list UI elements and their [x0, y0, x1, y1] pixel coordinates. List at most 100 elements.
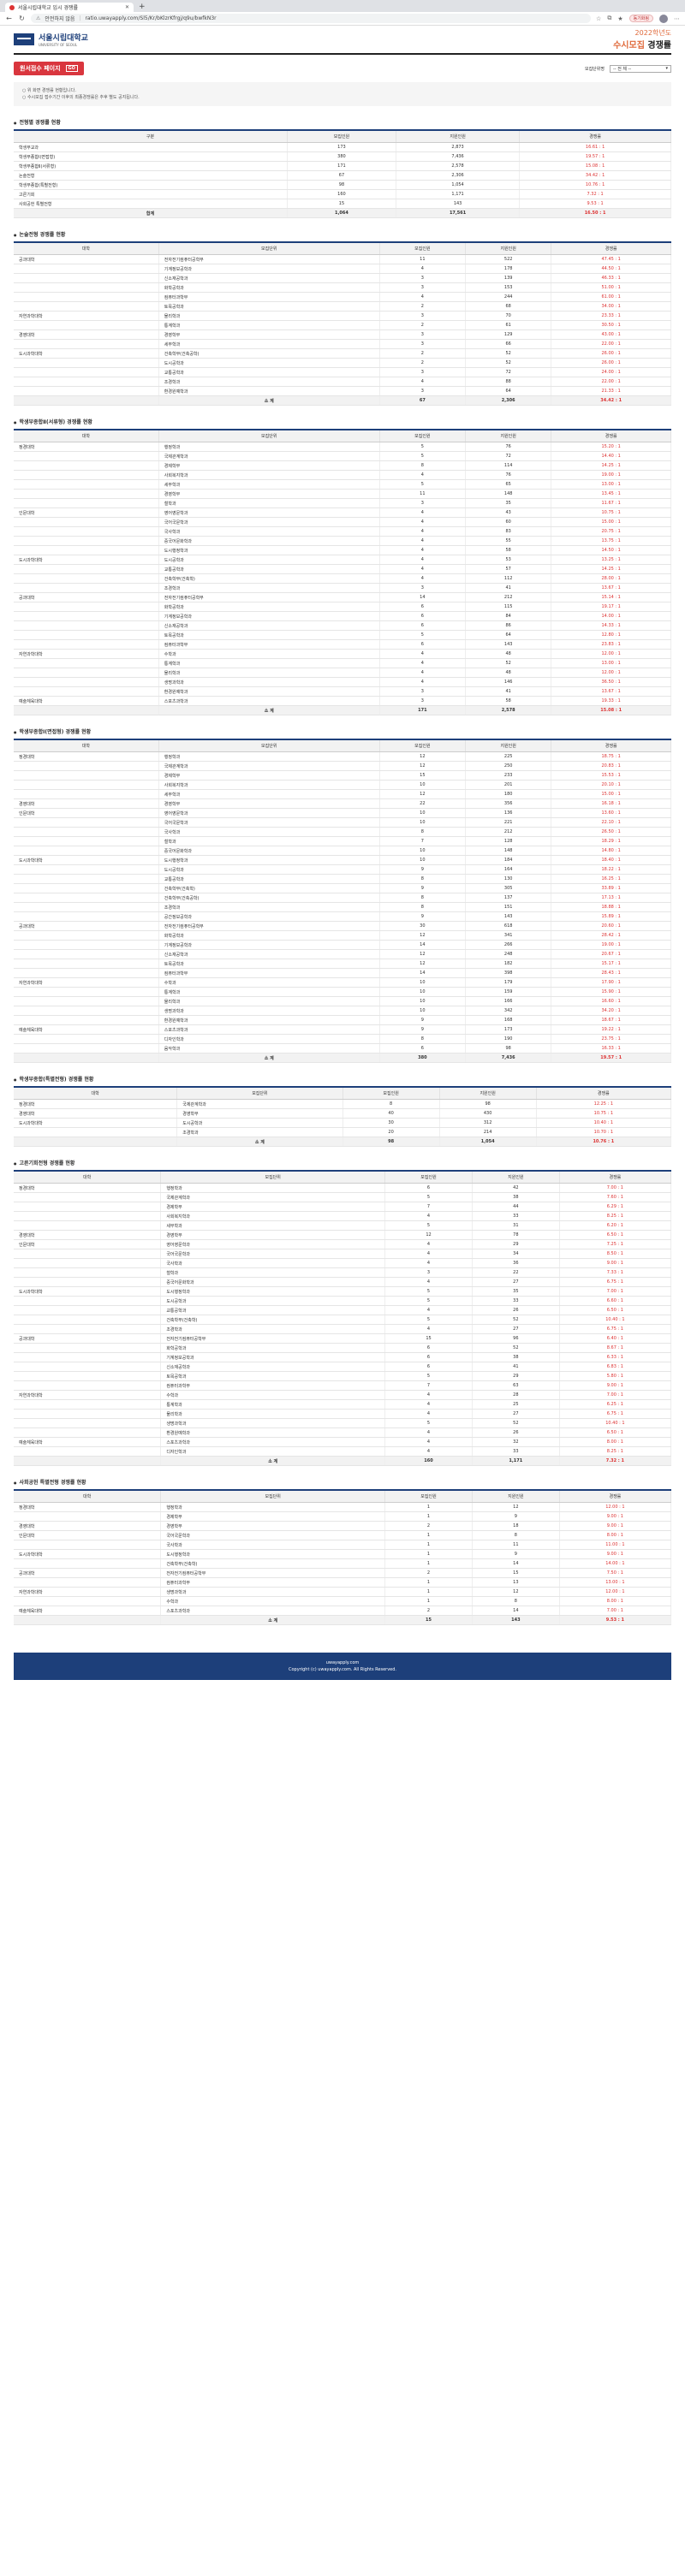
table-cell: 201 [465, 780, 552, 790]
table-cell: 4 [384, 1305, 473, 1315]
table-row: 신소재공학과 3 139 46.33 : 1 [14, 273, 671, 283]
table-cell: 51.00 : 1 [551, 282, 671, 293]
table-cell: 물리학과 [160, 1409, 386, 1419]
close-tab-icon[interactable]: ✕ [124, 4, 129, 10]
sync-pill[interactable]: 동기화됨 [628, 15, 653, 22]
table-cell: 10 [379, 977, 467, 988]
table-cell [14, 545, 159, 555]
table-cell: 129 [465, 329, 552, 340]
header-row: 대학 모집단위 모집인원 지원인원 경쟁률 [14, 430, 671, 442]
table-cell: 중국어문화학과 [158, 846, 380, 856]
unit-select[interactable]: -- 전 체 -- ▾ [610, 64, 671, 73]
table-row: 공과대학 전자전기컴퓨터공학부 11 522 47.45 : 1 [14, 254, 671, 264]
table-cell: 27 [472, 1277, 560, 1287]
table-cell [14, 1192, 162, 1202]
table-cell: 64 [465, 630, 552, 640]
table-row: 고른기회 160 1,171 7.32 : 1 [14, 189, 671, 199]
table-row: 중국어문화학과 4 55 13.75 : 1 [14, 536, 671, 546]
table-cell: 영어영문학과 [158, 808, 380, 818]
table-cell [14, 893, 159, 903]
filter-label: 모집단위명 [584, 66, 605, 72]
new-tab-icon[interactable]: + [139, 3, 146, 11]
table-row: 세무학과 5 31 6.20 : 1 [14, 1220, 672, 1231]
column-header: 모집인원 [384, 1490, 473, 1503]
subtotal-row: 소 계 98 1,054 10.76 : 1 [14, 1137, 672, 1147]
table-cell: 35 [465, 498, 552, 508]
table-cell: 국사학과 [158, 827, 380, 837]
table-cell: 22.10 : 1 [551, 817, 671, 828]
table-cell: 화학공학과 [160, 1343, 386, 1353]
table-cell: 248 [465, 949, 552, 959]
table-cell [14, 874, 159, 884]
table-cell: 4 [379, 668, 467, 678]
table-cell: 교통공학과 [158, 874, 380, 884]
table-cell: 16.33 : 1 [551, 1043, 671, 1054]
table-cell: 10.40 : 1 [559, 1418, 672, 1428]
subtotal-row: 소 계 380 7,436 19.57 : 1 [14, 1053, 671, 1063]
table-cell: 자연과학대학 [14, 1587, 162, 1597]
table-cell: 9 [472, 1511, 560, 1522]
table-cell: 12 [379, 751, 467, 762]
table-cell: 151 [465, 902, 552, 912]
browser-tab[interactable]: 서울시립대학교 입시 경쟁률 ✕ [5, 3, 134, 12]
table-cell: 3 [379, 686, 467, 697]
table-cell: 중국어문화학과 [158, 536, 380, 546]
table-cell: 15.17 : 1 [551, 959, 671, 969]
profile-avatar[interactable] [659, 14, 668, 23]
more-icon[interactable]: ⋯ [674, 15, 680, 22]
table-row: 토목공학과 12 182 15.17 : 1 [14, 959, 671, 969]
table-cell: 14.25 : 1 [551, 460, 671, 471]
table-cell: 경영대학 [14, 329, 159, 340]
table-cell: 교통공학과 [160, 1305, 386, 1315]
table-row: 환경원예학과 9 168 18.67 : 1 [14, 1015, 671, 1025]
table-cell: 4 [384, 1399, 473, 1410]
table-cell [14, 1267, 162, 1278]
column-header: 모집인원 [379, 739, 467, 752]
table-row: 국제관계학과 5 38 7.60 : 1 [14, 1192, 672, 1202]
table-cell: 22 [379, 798, 467, 809]
title-prefix: 수시모집 [613, 41, 645, 50]
table-cell: 10 [379, 780, 467, 790]
table-cell: 23.83 : 1 [551, 639, 671, 650]
star-icon[interactable]: ☆ [596, 15, 602, 22]
favicon-icon [9, 4, 15, 10]
header-row: 대학 모집단위 모집인원 지원인원 경쟁률 [14, 1087, 672, 1100]
column-header: 경쟁률 [519, 130, 671, 143]
apply-button[interactable]: 원서접수 페이지 GO [14, 62, 84, 75]
table-cell: 건축학부(건축학) [160, 1558, 386, 1569]
table-row: 철학과 3 22 7.33 : 1 [14, 1267, 672, 1278]
table-row: 토목공학과 5 64 12.80 : 1 [14, 630, 671, 640]
table-cell: 세무학과 [158, 479, 380, 490]
table-row: 예술체육대학 스포츠과학과 3 58 19.33 : 1 [14, 696, 671, 706]
table-cell: 소 계 [158, 705, 380, 715]
table-cell: 물리학과 [158, 668, 380, 678]
reload-icon[interactable]: ↻ [19, 15, 25, 22]
table-row: 디자인학과 4 33 8.25 : 1 [14, 1446, 672, 1457]
table-cell [14, 968, 159, 978]
table-cell: 9 [379, 911, 467, 922]
university-logo[interactable]: 서울시립대학교 UNIVERSITY OF SEOUL [14, 32, 88, 47]
column-header: 모집단위 [158, 242, 380, 255]
table-cell: 4 [379, 292, 467, 302]
table-cell: 70 [465, 311, 552, 321]
table-cell: 16.18 : 1 [551, 798, 671, 809]
back-icon[interactable]: ← [6, 15, 12, 22]
table-cell: 28.43 : 1 [551, 968, 671, 978]
subtotal-row: 소 계 171 2,578 15.08 : 1 [14, 705, 671, 715]
table-cell: 조경학과 [158, 902, 380, 912]
column-header: 모집인원 [287, 130, 396, 143]
table-cell [14, 1202, 162, 1212]
table-row: 도시과학대학 도시공학과 4 53 13.25 : 1 [14, 555, 671, 565]
table-cell [14, 1127, 178, 1137]
table-row: 자연과학대학 물리학과 3 70 23.33 : 1 [14, 311, 671, 321]
favorites-icon[interactable]: ★ [617, 15, 623, 22]
table-cell: 28.42 : 1 [551, 930, 671, 941]
extensions-icon[interactable]: ⧉ [607, 15, 612, 21]
address-bar[interactable]: ⚠ 안전하지 않음 | ratio.uwayapply.com/Sl5/Kr/b… [31, 14, 592, 23]
table-cell: 철학과 [158, 498, 380, 508]
table-cell: 6 [379, 1043, 467, 1054]
table-cell: 영어영문학과 [158, 507, 380, 518]
select-value: -- 전 체 -- [613, 66, 632, 72]
table-cell [14, 536, 159, 546]
table-row: 화학공학과 6 52 8.67 : 1 [14, 1343, 672, 1353]
